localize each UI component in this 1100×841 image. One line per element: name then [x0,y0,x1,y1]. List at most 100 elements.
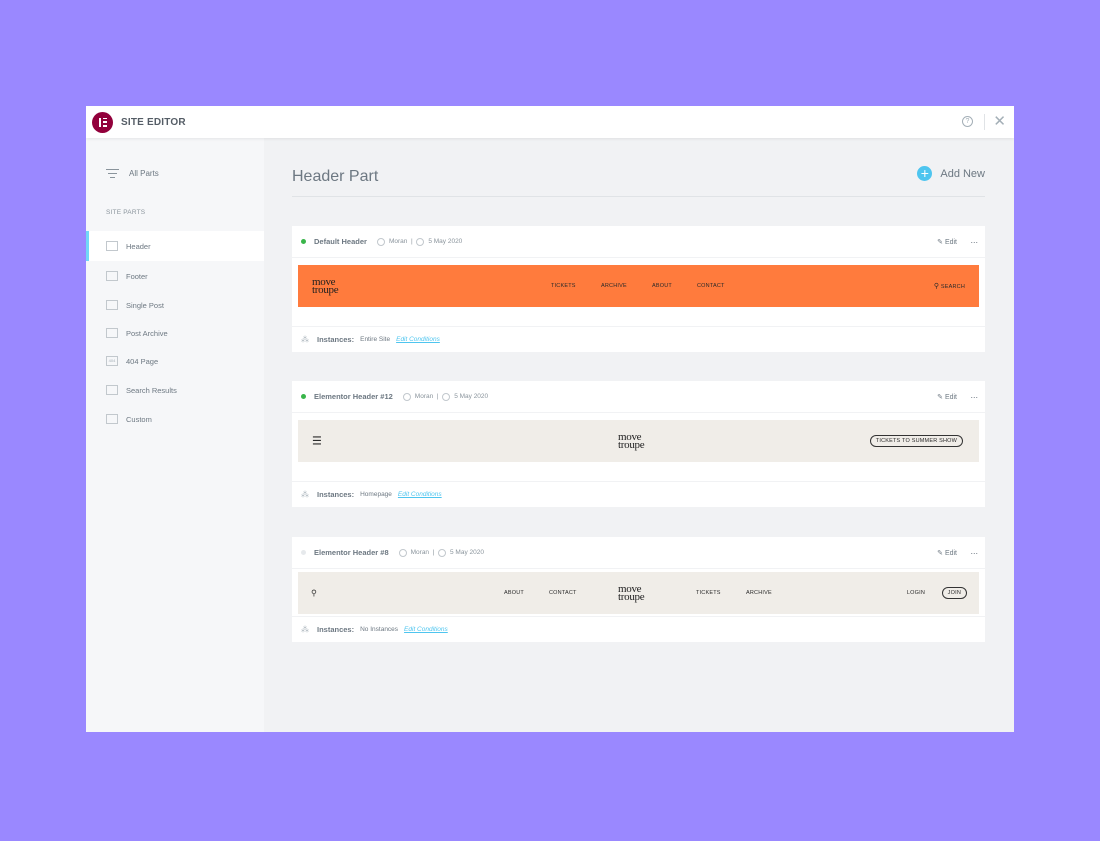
tickets-cta-button: TICKETS TO SUMMER SHOW [869,435,963,447]
plus-icon: + [917,166,933,181]
section-label: SITE PARTS [106,209,146,216]
preview-search: ⚲ SEARCH [933,283,965,290]
edit-button[interactable]: ✎ Edit [937,238,957,246]
preview-join-button: JOIN [941,587,967,599]
header-preview[interactable]: move troupe TICKETS ARCHIVE ABOUT CONTACT… [298,265,979,307]
header-icon [106,241,118,251]
instances-value: No Instances [360,626,399,633]
brand-logo: move troupe [618,431,645,451]
header-card: Elementor Header #12 Moran | 5 May 2020 … [292,381,985,507]
more-button[interactable]: ... [970,390,978,400]
preview-nav-item: CONTACT [697,283,725,289]
user-icon [402,392,411,401]
author: Moran [414,393,434,400]
instances-label: Instances: [317,490,355,499]
edit-label: Edit [944,393,957,401]
add-new-button[interactable]: + Add New [917,166,985,181]
instances-value: Entire Site [360,336,391,343]
hierarchy-icon: ⁂ [301,335,309,344]
header-card: Default Header Moran | 5 May 2020 ✎ Edit… [292,226,985,352]
preview-nav-item: ARCHIVE [601,283,627,289]
sidebar-item-label: Post Archive [126,328,168,338]
window-title: SITE EDITOR [121,116,186,128]
header-preview[interactable]: ⚲ ABOUT CONTACT move troupe TICKETS ARCHI… [298,572,979,614]
instances-label: Instances: [317,335,355,344]
hamburger-icon: ☰ [312,435,323,448]
clock-icon [416,237,425,246]
all-parts-link[interactable]: All Parts [106,166,159,181]
preview-nav-item: CONTACT [549,590,577,596]
edit-button[interactable]: ✎ Edit [937,393,957,401]
post-archive-icon [106,328,118,338]
header-card: Elementor Header #8 Moran | 5 May 2020 ✎… [292,537,985,642]
sidebar-item-custom[interactable]: Custom [86,405,264,433]
divider [292,196,985,197]
filter-icon [106,166,119,181]
single-post-icon [106,300,118,310]
card-title: Default Header [314,237,367,246]
sidebar-item-label: Footer [126,271,148,281]
main-content: Header Part + Add New Default Header Mora… [264,138,1014,732]
clock-icon [442,392,451,401]
help-circle-icon[interactable]: ? [962,116,973,127]
sidebar: All Parts SITE PARTS Header Footer Singl… [86,138,264,732]
edit-conditions-link[interactable]: Edit Conditions [397,491,442,498]
more-button[interactable]: ... [970,235,978,245]
all-parts-label: All Parts [129,169,159,178]
date: 5 May 2020 [428,238,463,245]
header-preview[interactable]: ☰ move troupe TICKETS TO SUMMER SHOW [298,420,979,462]
sidebar-item-label: Header [126,241,151,251]
more-button[interactable]: ... [970,546,978,556]
search-results-icon [106,385,118,395]
preview-nav-item: ABOUT [504,590,524,596]
sidebar-item-label: Search Results [126,385,177,395]
preview-nav-item: ARCHIVE [746,590,772,596]
pencil-icon: ✎ [937,393,943,401]
sidebar-item-search-results[interactable]: Search Results [86,375,264,405]
edit-conditions-link[interactable]: Edit Conditions [404,626,448,633]
hierarchy-icon: ⁂ [301,490,309,499]
custom-icon [106,414,118,424]
search-icon: ⚲ [311,588,318,598]
edit-conditions-link[interactable]: Edit Conditions [396,336,440,343]
sidebar-item-post-archive[interactable]: Post Archive [86,319,264,347]
preview-nav-item: ABOUT [652,283,672,289]
sidebar-item-label: 404 Page [126,356,159,366]
search-icon: ⚲ [933,283,940,290]
close-icon[interactable]: ✕ [993,113,1006,130]
meta-separator: | [411,238,413,245]
card-title: Elementor Header #8 [314,548,389,557]
sidebar-item-404-page[interactable]: 404 404 Page [86,347,264,375]
status-dot [301,239,306,244]
card-title: Elementor Header #12 [314,392,393,401]
author: Moran [388,238,408,245]
status-dot [301,550,306,555]
date: 5 May 2020 [454,393,489,400]
edit-label: Edit [944,549,957,557]
elementor-logo-icon [92,111,113,133]
user-icon [398,548,407,557]
preview-nav-item: TICKETS [696,590,721,596]
meta-separator: | [432,549,435,556]
brand-logo: move troupe [618,583,645,603]
404-icon: 404 [106,356,118,366]
instances-label: Instances: [317,625,355,634]
preview-nav-item: TICKETS [551,283,576,289]
page-title: Header Part [292,168,379,185]
footer-icon [106,271,118,281]
instances-value: Homepage [360,491,392,498]
edit-button[interactable]: ✎ Edit [937,549,957,557]
hierarchy-icon: ⁂ [301,625,309,634]
site-editor-window: SITE EDITOR ? ✕ All Parts SITE PARTS Hea… [86,106,1014,732]
add-new-label: Add New [940,167,985,180]
sidebar-item-label: Single Post [126,300,164,310]
sidebar-item-single-post[interactable]: Single Post [86,291,264,319]
user-icon [376,237,385,246]
pencil-icon: ✎ [937,238,943,246]
sidebar-item-footer[interactable]: Footer [86,261,264,291]
divider [984,114,985,130]
author: Moran [410,549,430,556]
preview-login: LOGIN [906,590,925,596]
meta-separator: | [436,393,439,400]
sidebar-item-header[interactable]: Header [86,231,264,261]
